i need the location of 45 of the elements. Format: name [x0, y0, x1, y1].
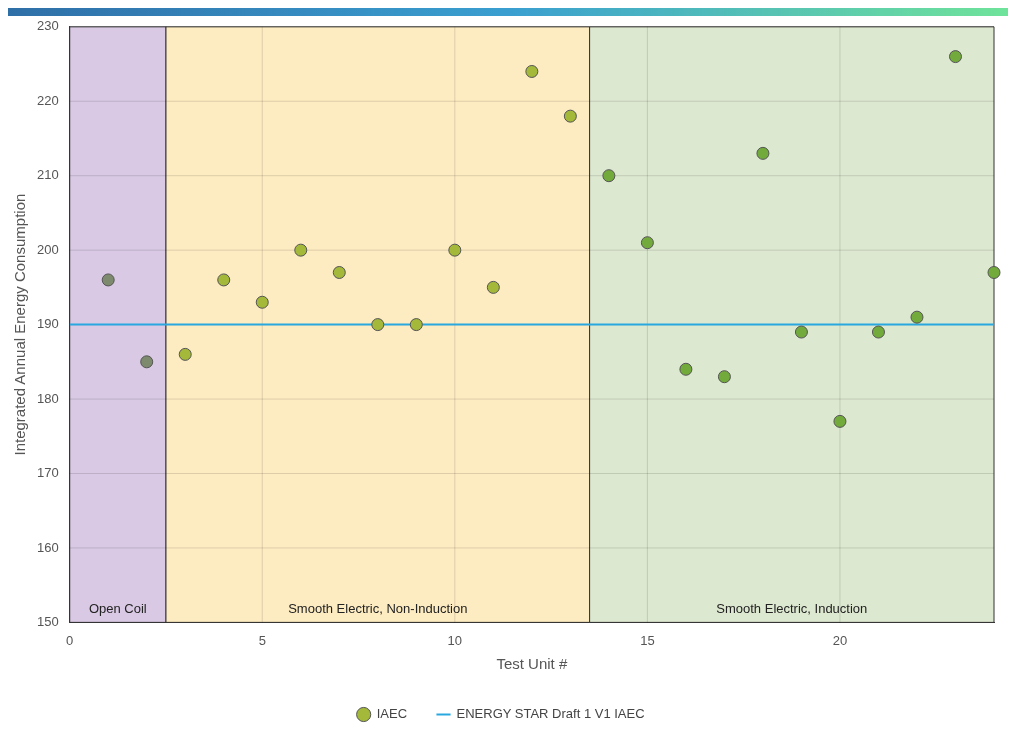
- point: [794, 325, 808, 339]
- y-tick-label: 220: [36, 92, 59, 108]
- point: [294, 243, 308, 257]
- band-label: Smooth Electric, Induction: [716, 601, 868, 617]
- point: [178, 347, 192, 361]
- point: [409, 318, 423, 332]
- point: [140, 355, 154, 369]
- legend-label: ENERGY STAR Draft 1 V1 IAEC: [456, 706, 645, 722]
- y-tick-label: 150: [36, 613, 59, 629]
- point: [255, 295, 269, 309]
- point: [717, 370, 731, 384]
- x-tick-label: 10: [447, 632, 463, 648]
- y-axis-title: Integrated Annual Energy Consumption: [11, 193, 29, 456]
- point: [371, 318, 385, 332]
- point: [332, 265, 346, 279]
- point: [486, 280, 500, 294]
- x-tick-label: 0: [66, 632, 74, 648]
- x-tick-label: 5: [258, 632, 266, 648]
- y-tick-label: 200: [36, 241, 59, 257]
- band-label: Smooth Electric, Non-Induction: [288, 601, 468, 617]
- y-tick-label: 230: [36, 18, 59, 34]
- band-label: Open Coil: [88, 601, 147, 617]
- y-tick-label: 180: [36, 390, 59, 406]
- point: [948, 50, 962, 64]
- x-tick-label: 20: [832, 632, 848, 648]
- point: [602, 169, 616, 183]
- point: [101, 273, 115, 287]
- x-tick-label: 15: [640, 632, 655, 648]
- point: [640, 236, 654, 250]
- point: [525, 64, 539, 78]
- point: [217, 273, 231, 287]
- point: [910, 310, 924, 324]
- point: [679, 362, 693, 376]
- point: [833, 414, 847, 428]
- legend-label: IAEC: [376, 706, 408, 722]
- x-axis-title: Test Unit #: [496, 655, 568, 673]
- y-tick-label: 190: [36, 316, 59, 332]
- point: [563, 109, 577, 123]
- point: [756, 146, 770, 160]
- point: [871, 325, 885, 339]
- y-tick-label: 160: [36, 539, 59, 555]
- y-tick-label: 170: [36, 465, 59, 481]
- point: [987, 265, 1001, 279]
- y-tick-label: 210: [36, 167, 59, 183]
- point: [448, 243, 462, 257]
